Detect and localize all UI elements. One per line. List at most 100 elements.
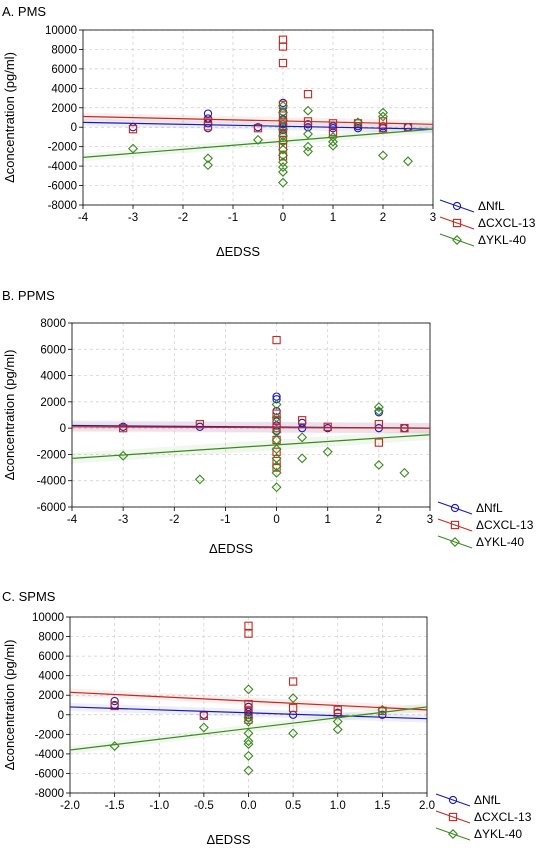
data-point xyxy=(377,704,388,715)
x-tick-label: 0 xyxy=(273,514,279,526)
data-point xyxy=(278,150,288,161)
data-point xyxy=(244,715,253,724)
data-point xyxy=(272,416,281,425)
x-axis-label: ΔEDSS xyxy=(216,244,260,259)
x-axis-label: ΔEDSS xyxy=(206,832,250,847)
legend-label: ΔCXCL-13 xyxy=(478,216,536,230)
y-tick-label: -4000 xyxy=(37,476,66,488)
panel-label: A. PMS xyxy=(2,4,46,19)
x-tick-label: 0 xyxy=(280,212,286,224)
legend-line xyxy=(439,199,475,213)
legend-line xyxy=(435,827,471,841)
y-tick-label: -2000 xyxy=(35,729,64,741)
data-point xyxy=(278,144,288,155)
y-tick-label: 10000 xyxy=(32,612,64,624)
legend-label: ΔYKL-40 xyxy=(478,233,526,247)
legend-marker xyxy=(448,829,458,839)
data-point xyxy=(288,703,298,713)
data-point xyxy=(297,416,307,425)
fit-line xyxy=(82,115,434,125)
data-point xyxy=(278,162,288,173)
data-point xyxy=(278,123,288,132)
chart-panel: C. SPMS -2.0 -1.5 -1.0 -0.5 0.0 0.5 1.0 1.5 2.0 -8… xyxy=(2,589,532,847)
data-point xyxy=(271,467,282,478)
x-axis-label: ΔEDSS xyxy=(209,541,253,556)
data-point xyxy=(297,453,308,464)
legend-line xyxy=(437,518,473,532)
fit-line xyxy=(82,128,434,158)
x-tick-label: 2 xyxy=(376,514,382,526)
data-point xyxy=(199,711,209,720)
data-point xyxy=(373,459,384,470)
x-tick-label: -4 xyxy=(78,212,89,224)
data-point xyxy=(271,461,282,472)
data-point xyxy=(278,130,288,141)
legend-marker xyxy=(452,218,462,228)
data-point xyxy=(328,136,338,147)
data-point xyxy=(278,166,288,177)
legend-marker xyxy=(450,503,460,513)
y-tick-label: 6000 xyxy=(40,344,66,356)
data-point xyxy=(244,699,253,709)
legend: ΔNfL ΔCXCL-13 ΔYKL-40 xyxy=(439,199,536,247)
legend: ΔNfL ΔCXCL-13 ΔYKL-40 xyxy=(435,793,532,841)
y-tick-label: -4000 xyxy=(48,161,77,173)
data-point xyxy=(243,712,254,723)
fit-line xyxy=(71,434,431,459)
data-point xyxy=(272,395,281,404)
fit-line xyxy=(69,691,428,711)
y-axis-label: Δconcentration (pg/ml) xyxy=(2,350,17,481)
data-point xyxy=(243,716,254,727)
data-point xyxy=(288,677,298,686)
data-point xyxy=(203,122,213,131)
plot-frame xyxy=(82,29,434,206)
y-tick-label: 0 xyxy=(58,710,64,722)
data-point xyxy=(110,701,119,711)
legend-line xyxy=(437,535,473,549)
legend-label: ΔYKL-40 xyxy=(476,535,524,549)
y-tick-label: 6000 xyxy=(51,64,77,76)
data-point xyxy=(272,447,281,456)
data-point xyxy=(110,696,119,706)
data-point xyxy=(328,127,338,137)
data-point xyxy=(253,124,263,133)
data-point xyxy=(303,146,313,157)
panel-label: B. PPMS xyxy=(2,288,55,303)
data-point xyxy=(272,409,281,418)
legend-marker xyxy=(448,795,458,805)
data-point xyxy=(332,724,343,735)
data-point xyxy=(278,177,288,188)
chart-panel: B. PPMS -4 -3 -2 -1 0 1 2 3 -6000 -4000 -2000 0 2000 4… xyxy=(2,288,534,556)
x-tick-label: -3 xyxy=(118,514,128,526)
y-axis-label: Δconcentration (pg/ml) xyxy=(2,640,17,771)
chart-panel: A. PMS -4 -3 -2 -1 0 1 2 3 -8000 -6000 -4000 -2000 0 2… xyxy=(2,4,536,259)
x-tick-label: -1 xyxy=(220,514,230,526)
y-tick-label: 10000 xyxy=(45,25,77,37)
data-point xyxy=(278,58,288,68)
data-point xyxy=(303,90,313,99)
legend-label: ΔNfL xyxy=(474,793,501,807)
fit-line xyxy=(71,426,431,429)
data-point xyxy=(243,739,254,750)
y-tick-label: -4000 xyxy=(35,749,64,761)
y-axis-label: Δconcentration (pg/ml) xyxy=(2,52,17,183)
data-point xyxy=(198,722,209,733)
legend-line xyxy=(439,216,475,230)
x-tick-label: 1.0 xyxy=(330,800,346,812)
data-point xyxy=(203,160,213,171)
y-tick-label: 0 xyxy=(71,122,77,134)
x-tick-label: 2.0 xyxy=(419,800,435,812)
data-point xyxy=(288,693,299,704)
data-point xyxy=(272,456,281,466)
data-point xyxy=(378,150,388,161)
legend-label: ΔCXCL-13 xyxy=(476,518,534,532)
data-point xyxy=(403,156,413,167)
data-point xyxy=(271,482,282,493)
legend-line xyxy=(437,501,473,515)
x-tick-label: -1.0 xyxy=(149,800,169,812)
data-point xyxy=(244,629,253,638)
data-point xyxy=(118,423,128,433)
x-tick-label: 3 xyxy=(430,212,436,224)
data-point xyxy=(128,125,138,134)
data-point xyxy=(378,107,388,118)
